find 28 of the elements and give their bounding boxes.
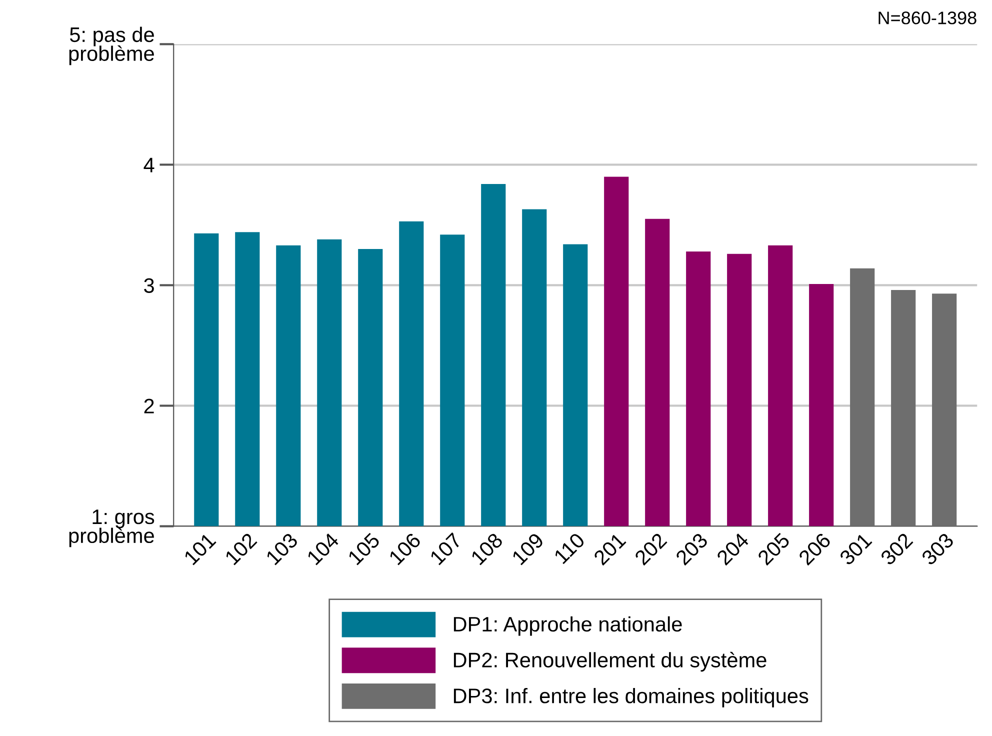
x-tick-label: 202 (634, 532, 668, 566)
x-tick-label: 102 (224, 532, 258, 566)
x-tick-label: 101 (183, 532, 216, 566)
x-tick-label: 205 (756, 532, 791, 566)
x-tick-label: 303 (920, 532, 954, 566)
x-tick-label: 301 (838, 532, 872, 566)
legend-label: DP3: Inf. entre les domaines politiques (454, 688, 808, 708)
y-tick-label: 5: pas de problème (69, 26, 154, 66)
x-tick-label: 108 (470, 532, 504, 566)
y-tick-label: 3 (144, 278, 154, 293)
x-tick-label: 302 (880, 532, 914, 566)
x-tick-label: 204 (716, 532, 750, 566)
x-tick-label: 201 (592, 532, 626, 566)
text: N=860-1398 (878, 12, 976, 24)
x-tick-label: 107 (429, 532, 462, 566)
legend-label: DP1: Approche nationale (454, 616, 682, 636)
x-tick-label: 203 (674, 532, 709, 566)
x-tick-label: 104 (306, 532, 340, 566)
y-tick-label: 1: gros problème (69, 510, 154, 548)
x-tick-label: 109 (511, 532, 544, 566)
x-tick-label: 103 (265, 532, 299, 566)
x-tick-label: 206 (798, 532, 832, 566)
x-tick-label: 105 (347, 532, 381, 566)
x-tick-label: 106 (388, 532, 422, 566)
y-tick-label: 2 (144, 398, 154, 414)
x-tick-label: 110 (553, 532, 586, 564)
legend-label: DP2: Renouvellement du système (454, 652, 766, 672)
y-tick-label: 4 (144, 158, 154, 172)
